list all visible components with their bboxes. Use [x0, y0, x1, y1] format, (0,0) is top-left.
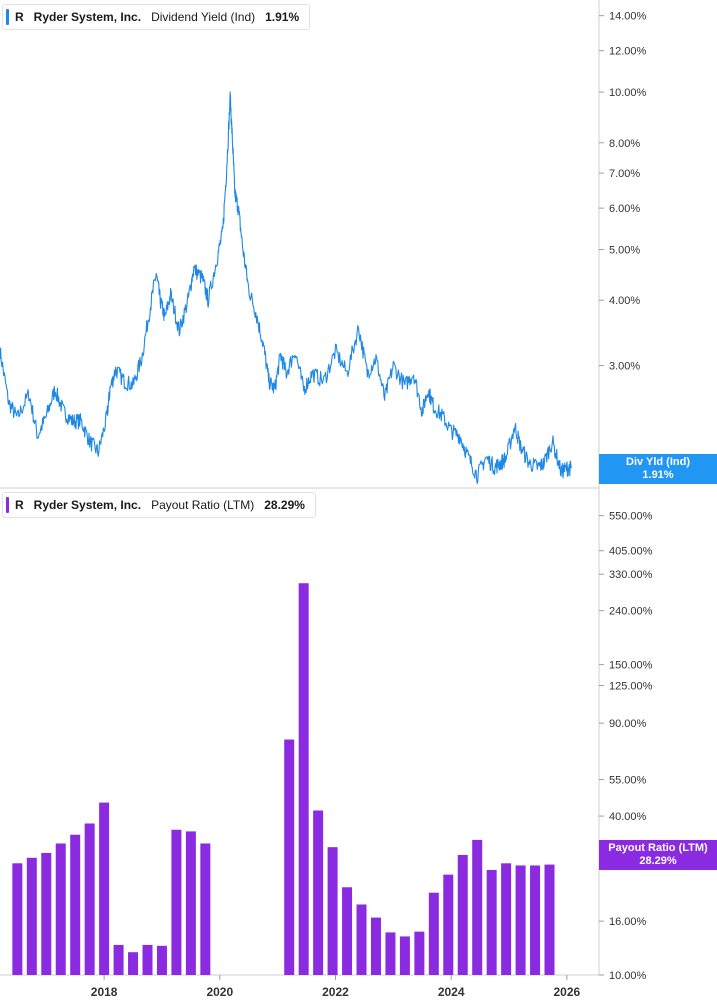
payout-ratio-bar: [128, 952, 139, 975]
payout-ratio-bar: [55, 843, 66, 975]
payout-ratio-tag-label: Payout Ratio (LTM): [608, 841, 708, 854]
payout-ratio-bar: [370, 917, 381, 975]
payout-ratio-bar: [544, 864, 555, 975]
top-y-tick-label: 8.00%: [609, 138, 640, 150]
payout-ratio-bar: [12, 863, 23, 975]
payout-ratio-bar: [200, 843, 211, 975]
dividend-yield-series: [0, 91, 572, 484]
bottom-legend-value: 28.29%: [264, 498, 305, 512]
payout-ratio-bar: [486, 869, 497, 975]
top-y-tick-label: 14.00%: [609, 11, 647, 23]
payout-ratio-bar: [171, 829, 182, 975]
top-legend-value: 1.91%: [265, 10, 300, 24]
bottom-y-tick-label: 40.00%: [609, 811, 647, 823]
payout-ratio-tag-value: 28.29%: [639, 854, 677, 867]
x-tick-label: 2022: [322, 985, 349, 999]
payout-ratio-bar: [443, 874, 454, 975]
payout-ratio-bar: [399, 936, 410, 975]
top-y-tick-label: 10.00%: [609, 87, 647, 99]
top-legend-metric: Dividend Yield (Ind): [151, 10, 256, 24]
payout-ratio-bar: [142, 944, 153, 975]
bottom-y-tick-label: 405.00%: [609, 546, 653, 558]
div-yield-tag-value: 1.91%: [642, 469, 674, 482]
bottom-y-axis: 550.00% 405.00% 330.00% 240.00% 150.00% 125.0…: [599, 511, 653, 982]
payout-ratio-bar: [501, 863, 512, 975]
x-axis: 2018 2020 2022 2024 2026: [91, 975, 581, 999]
payout-ratio-bar: [457, 854, 468, 975]
payout-ratio-bar: [99, 802, 110, 975]
top-y-tick-label: 12.00%: [609, 46, 647, 58]
payout-ratio-bar: [414, 931, 425, 975]
payout-ratio-bar: [515, 865, 526, 975]
top-y-tick-label: 4.00%: [609, 295, 640, 307]
bottom-y-tick-label: 150.00%: [609, 660, 653, 672]
bottom-y-tick-label: 550.00%: [609, 511, 653, 523]
payout-ratio-bar: [284, 739, 295, 975]
bottom-y-tick-label: 55.00%: [609, 775, 647, 787]
div-yield-value-tag: Div Yld (Ind) 1.91%: [599, 454, 717, 485]
payout-ratio-bar: [313, 810, 324, 975]
x-tick-label: 2024: [438, 985, 465, 999]
payout-ratio-value-tag: Payout Ratio (LTM) 28.29%: [599, 839, 717, 870]
payout-ratio-bar: [342, 887, 353, 975]
bottom-y-tick-label: 240.00%: [609, 606, 653, 618]
bottom-legend-ticker: R: [15, 498, 24, 512]
top-legend-ticker: R: [15, 10, 24, 24]
payout-ratio-bar: [530, 865, 541, 975]
payout-ratio-bar: [327, 847, 338, 975]
dividend-yield-line: [0, 91, 572, 484]
top-y-tick-label: 6.00%: [609, 203, 640, 215]
bottom-y-tick-label: 16.00%: [609, 916, 647, 928]
payout-ratio-bar: [185, 831, 196, 975]
payout-ratio-bar: [41, 852, 52, 975]
bottom-y-tick-label: 330.00%: [609, 569, 653, 581]
payout-ratio-bar: [26, 857, 37, 975]
bottom-y-tick-label: 125.00%: [609, 680, 653, 692]
bottom-legend-company: Ryder System, Inc.: [33, 498, 142, 512]
payout-ratio-bar: [156, 945, 167, 975]
top-y-axis: 14.00% 12.00% 10.00% 8.00% 7.00% 6.00% 5.00% 4.…: [599, 11, 647, 373]
payout-ratio-bar: [385, 932, 396, 975]
payout-ratio-bars: [12, 583, 555, 975]
bottom-legend-swatch: [6, 497, 9, 513]
payout-ratio-bar: [298, 583, 309, 975]
x-tick-label: 2026: [554, 985, 581, 999]
payout-ratio-bar: [113, 944, 124, 975]
top-legend: R Ryder System, Inc. Dividend Yield (Ind…: [2, 4, 311, 30]
payout-ratio-bar: [356, 904, 367, 975]
top-legend-swatch: [6, 9, 9, 25]
payout-ratio-bar: [70, 834, 81, 975]
bottom-y-tick-label: 10.00%: [609, 970, 647, 982]
bottom-legend: R Ryder System, Inc. Payout Ratio (LTM) …: [2, 492, 316, 518]
bottom-legend-metric: Payout Ratio (LTM): [151, 498, 255, 512]
top-y-tick-label: 3.00%: [609, 361, 640, 373]
top-legend-company: Ryder System, Inc.: [33, 10, 142, 24]
payout-ratio-bar: [84, 823, 95, 975]
top-y-tick-label: 5.00%: [609, 245, 640, 257]
x-tick-label: 2020: [206, 985, 233, 999]
payout-ratio-bar: [472, 839, 483, 975]
x-tick-label: 2018: [91, 985, 118, 999]
payout-ratio-bar: [428, 892, 439, 975]
bottom-y-tick-label: 90.00%: [609, 718, 647, 730]
div-yield-tag-label: Div Yld (Ind): [626, 456, 690, 469]
top-y-tick-label: 7.00%: [609, 168, 640, 180]
